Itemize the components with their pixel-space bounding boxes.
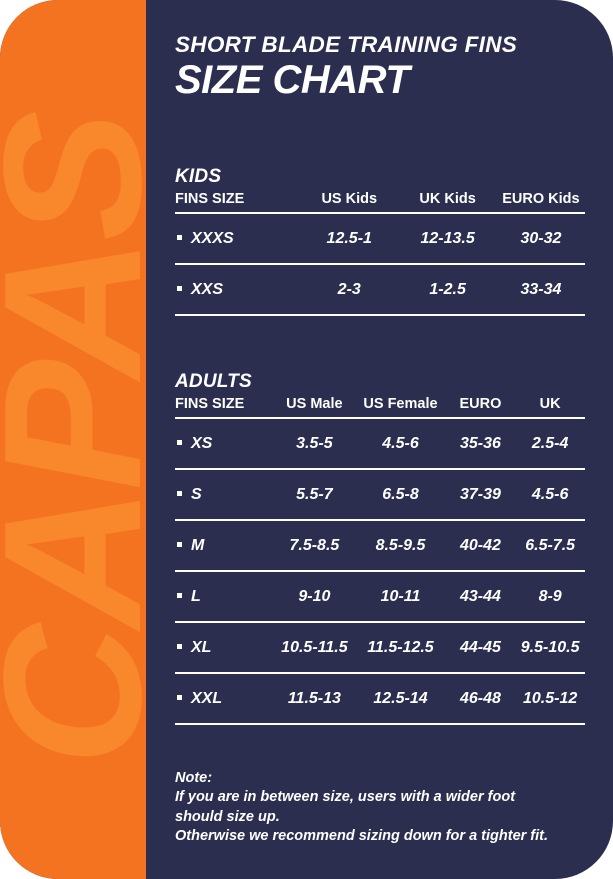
adults-row-us-male: 11.5-13 [273,673,356,726]
kids-row-size: XXXS [175,213,301,266]
chart-content: SHORT BLADE TRAINING FINS SIZE CHART KID… [146,0,613,879]
adults-row-us-female: 11.5-12.5 [355,622,446,675]
table-row: M 7.5-8.5 8.5-9.5 40-42 6.5-7.5 [175,520,585,573]
header-block: SHORT BLADE TRAINING FINS SIZE CHART [175,32,585,102]
kids-row-us: 2-3 [300,264,399,317]
kids-size-table: FINS SIZE US Kids UK Kids EURO Kids XXXS… [175,191,585,317]
adults-row-euro: 43-44 [445,571,516,624]
adults-row-size-label: S [191,485,202,503]
adults-row-size: XL [175,622,274,675]
adults-row-us-male: 9-10 [273,571,356,624]
table-row: S 5.5-7 6.5-8 37-39 4.5-6 [175,469,585,522]
bullet-icon [177,694,182,700]
kids-col-header-euro: EURO Kids [496,191,585,215]
bullet-icon [177,285,182,291]
kids-row-size-label: XXXS [191,229,234,247]
adults-row-uk: 8-9 [515,571,585,624]
adults-col-header-us-female: US Female [355,396,446,420]
adults-row-uk: 4.5-6 [515,469,585,522]
kids-section-label: KIDS [175,166,222,188]
adults-col-header-fins-size: FINS SIZE [175,396,274,420]
note-line-2: should size up. [175,808,280,825]
adults-row-uk: 9.5-10.5 [515,622,585,675]
adults-row-size-label: XL [191,638,212,656]
kids-section: KIDS FINS SIZE US Kids UK Kids EURO Kids… [175,166,585,317]
adults-col-header-us-male: US Male [273,396,356,420]
adults-row-us-female: 10-11 [355,571,446,624]
kids-row-size-label: XXS [191,280,224,298]
adults-row-us-female: 12.5-14 [355,673,446,726]
adults-row-size-label: M [191,536,205,554]
kids-row-uk: 1-2.5 [398,264,497,317]
adults-col-header-euro: EURO [445,396,516,420]
kids-row-uk: 12-13.5 [398,213,497,266]
adults-row-uk: 10.5-12 [515,673,585,726]
kids-col-header-uk: UK Kids [398,191,497,215]
page-title: SIZE CHART [175,57,410,102]
adults-row-us-male: 5.5-7 [273,469,356,522]
table-row: XXL 11.5-13 12.5-14 46-48 10.5-12 [175,673,585,726]
header-subtitle: SHORT BLADE TRAINING FINS [175,32,518,57]
bullet-icon [177,592,182,598]
adults-section-label: ADULTS [175,371,252,393]
bullet-icon [177,439,182,445]
adults-row-uk: 2.5-4 [515,418,585,471]
adults-header-row: FINS SIZE US Male US Female EURO UK [175,396,585,420]
kids-row-size: XXS [175,264,301,317]
bullet-icon [177,643,182,649]
kids-row-euro: 33-34 [496,264,585,317]
bullet-icon [177,234,182,240]
adults-row-euro: 35-36 [445,418,516,471]
adults-row-euro: 37-39 [445,469,516,522]
kids-col-header-us: US Kids [300,191,399,215]
note-line-1: If you are in between size, users with a… [175,789,516,806]
kids-row-euro: 30-32 [496,213,585,266]
adults-col-header-uk: UK [515,396,585,420]
note-title: Note: [175,770,213,787]
kids-header-row: FINS SIZE US Kids UK Kids EURO Kids [175,191,585,215]
adults-row-uk: 6.5-7.5 [515,520,585,573]
adults-row-us-male: 10.5-11.5 [273,622,356,675]
adults-row-euro: 40-42 [445,520,516,573]
adults-row-euro: 44-45 [445,622,516,675]
adults-row-us-male: 3.5-5 [273,418,356,471]
adults-row-us-female: 8.5-9.5 [355,520,446,573]
table-row: XS 3.5-5 4.5-6 35-36 2.5-4 [175,418,585,471]
table-row: XXXS 12.5-1 12-13.5 30-32 [175,213,585,266]
adults-section: ADULTS FINS SIZE US Male US Female EURO … [175,371,585,726]
adults-row-us-male: 7.5-8.5 [273,520,356,573]
adults-row-euro: 46-48 [445,673,516,726]
brand-side-panel: CAPAS [0,0,146,879]
adults-row-size: XS [175,418,274,471]
adults-row-size: L [175,571,274,624]
kids-col-header-fins-size: FINS SIZE [175,191,301,215]
adults-row-us-female: 6.5-8 [355,469,446,522]
adults-row-size-label: XS [191,434,213,452]
table-row: XL 10.5-11.5 11.5-12.5 44-45 9.5-10.5 [175,622,585,675]
adults-row-us-female: 4.5-6 [355,418,446,471]
note-line-3: Otherwise we recommend sizing down for a… [175,827,549,844]
bullet-icon [177,490,182,496]
adults-row-size-label: L [191,587,201,605]
kids-row-us: 12.5-1 [300,213,399,266]
adults-row-size: M [175,520,274,573]
adults-row-size-label: XXL [191,689,223,707]
adults-row-size: XXL [175,673,274,726]
adults-size-table: FINS SIZE US Male US Female EURO UK XS 3… [175,396,585,726]
note-block: Note: If you are in between size, users … [175,769,595,846]
bullet-icon [177,541,182,547]
adults-row-size: S [175,469,274,522]
brand-watermark-text: CAPAS [0,113,146,766]
table-row: XXS 2-3 1-2.5 33-34 [175,264,585,317]
table-row: L 9-10 10-11 43-44 8-9 [175,571,585,624]
